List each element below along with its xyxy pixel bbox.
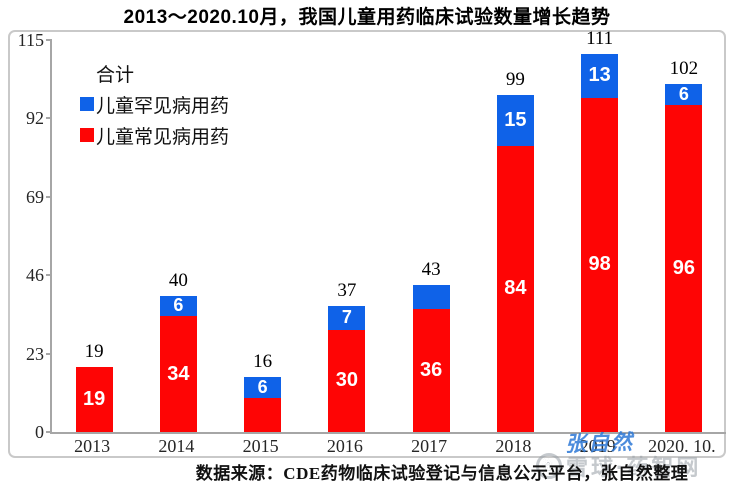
bar-total-label: 111 [586, 27, 614, 49]
signature-watermark: 张自然 [564, 428, 635, 457]
x-axis-label: 2015 [242, 436, 279, 456]
bar-total-label: 40 [168, 269, 188, 291]
bar-segment-common: 36 [412, 309, 450, 432]
bar-total-label: 16 [253, 351, 273, 373]
bar-segment-rare: 7 [328, 305, 366, 330]
legend-label-total: 合计 [96, 64, 135, 86]
snowball-logo-icon: ☃ [536, 453, 562, 479]
x-axis-label: 2019 [579, 436, 616, 456]
x-axis-label: 2016 [326, 436, 363, 456]
x-axis-label: 2017 [411, 436, 448, 456]
legend-label-common: 儿童常见病用药 [96, 126, 230, 148]
legend-swatch-rare-icon [80, 97, 94, 111]
y-axis-tick-mark [46, 117, 52, 120]
legend: 合计 儿童罕见病用药 儿童常见病用药 [80, 62, 230, 148]
plot-area: 19 19 34 6 40 6 16 30 7 37 36 43 84 15 99 98 13 111 96 6 102 [50, 28, 726, 434]
y-axis-tick-mark [46, 39, 52, 41]
bar-segment-rare: 13 [581, 53, 619, 98]
bar-total-label: 99 [505, 68, 525, 90]
y-axis-tick-label: 23 [26, 343, 44, 364]
y-axis-tick-mark [46, 352, 52, 355]
legend-item-total: 合计 [80, 62, 229, 86]
legend-item-rare: 儿童罕见病用药 [80, 93, 230, 117]
y-axis-tick-mark [46, 431, 52, 433]
site-watermark-text: 雪球·药智网 [566, 455, 702, 480]
bar-segment-common: 19 [75, 367, 113, 432]
y-axis-tick-mark [46, 195, 52, 198]
bar-segment-rare: 6 [665, 84, 703, 105]
chart-title: 2013～2020.10月，我国儿童用药临床试验数量增长趋势 [123, 7, 611, 28]
bar-segment-rare [412, 285, 450, 310]
legend-swatch-common-icon [80, 128, 94, 142]
bar-segment-common: 34 [159, 316, 197, 432]
x-axis-label: 2018 [495, 436, 532, 456]
bar-segment-rare: 15 [496, 94, 534, 146]
bar-total-label: 19 [84, 341, 104, 363]
legend-item-common: 儿童常见病用药 [80, 124, 230, 148]
bar-segment-common: 84 [496, 145, 534, 432]
bar-segment-common [244, 397, 282, 432]
bar-total-label: 37 [337, 279, 357, 301]
bar-total-label: 102 [669, 58, 699, 80]
y-axis-tick-label: 92 [26, 108, 44, 129]
legend-label-rare: 儿童罕见病用药 [96, 95, 230, 117]
y-axis-tick-label: 115 [17, 30, 44, 50]
y-axis-tick-mark [46, 274, 52, 277]
chart-area: 19 19 34 6 40 6 16 30 7 37 36 43 84 15 99 98 13 111 96 6 102… [8, 28, 726, 458]
bar-segment-rare: 6 [244, 377, 282, 398]
bar-segment-common: 96 [665, 104, 703, 432]
bar-segment-rare: 6 [159, 295, 197, 317]
y-axis-tick-label: 69 [26, 186, 44, 207]
bar-segment-common: 98 [581, 97, 619, 432]
site-watermark: ☃ 雪球·药智网 [536, 450, 701, 482]
y-axis-tick-label: 46 [26, 265, 44, 286]
x-axis-label: 2013 [74, 436, 111, 456]
y-axis-tick-label: 0 [35, 422, 44, 442]
bar-total-label: 43 [421, 259, 441, 281]
bar-segment-common: 30 [328, 329, 366, 432]
data-source-caption: 数据来源：CDE药物临床试验登记与信息公示平台，张自然整理 [195, 464, 689, 483]
x-axis-label: 2020. 10. [648, 436, 716, 456]
x-axis-label: 2014 [158, 436, 195, 456]
